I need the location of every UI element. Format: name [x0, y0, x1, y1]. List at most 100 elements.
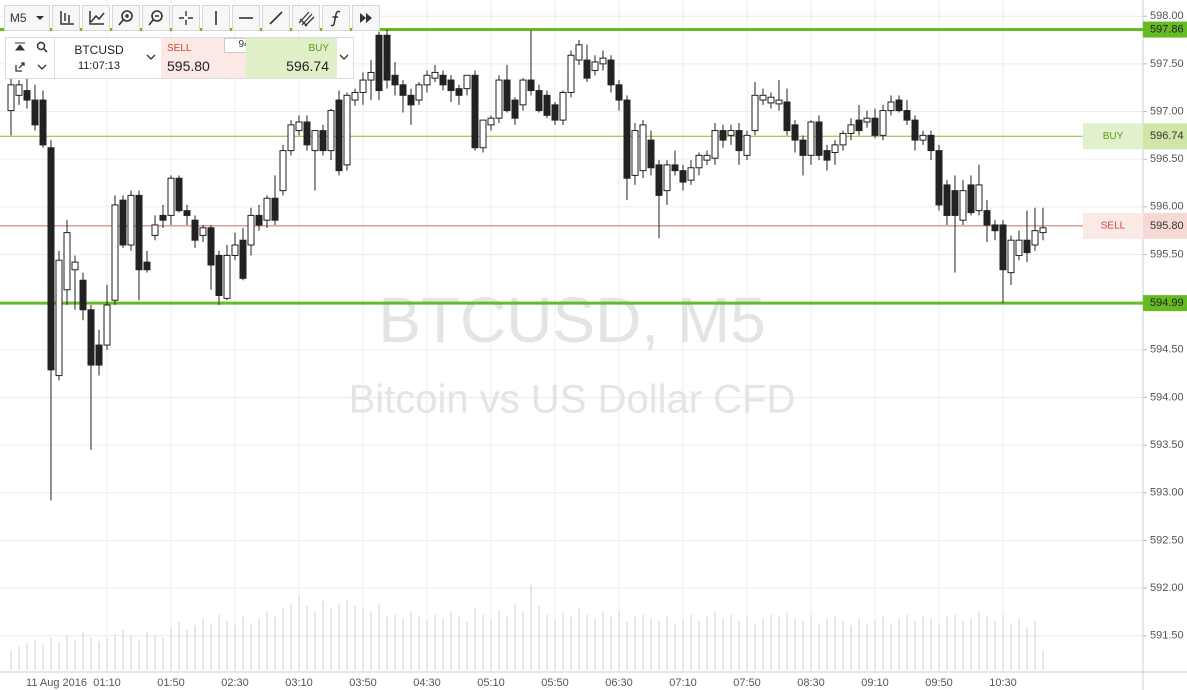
- candle-body: [511, 99, 519, 119]
- icon[interactable]: [14, 42, 26, 52]
- candle-body: [655, 164, 663, 196]
- volume-bar: [10, 650, 12, 670]
- candle-body: [167, 177, 175, 216]
- x-tick-label: 01:50: [157, 677, 185, 689]
- volume-bar: [610, 616, 612, 670]
- level-price-box: [1143, 21, 1187, 38]
- y-tick-label: 591.50: [1150, 630, 1184, 642]
- buy-price: 596.74: [286, 58, 329, 74]
- forward-button[interactable]: [352, 5, 380, 31]
- candle-body: [95, 344, 103, 366]
- volume-bar: [490, 619, 492, 670]
- volume-bar: [930, 619, 932, 670]
- volume-bar: [1010, 623, 1012, 670]
- icon: [148, 10, 163, 26]
- candle-body: [103, 304, 111, 346]
- indicator-button[interactable]: [82, 5, 110, 31]
- candle-body: [951, 190, 959, 216]
- volume-bar: [754, 623, 756, 670]
- volume-bar: [834, 616, 836, 670]
- sell-price-label: 595.80: [1150, 220, 1184, 232]
- candle-body: [191, 219, 199, 241]
- candle-body: [607, 59, 615, 86]
- candle-body: [975, 184, 983, 212]
- candle-body: [479, 119, 487, 149]
- date-label: 11 Aug 2016: [26, 677, 87, 689]
- candle-body: [447, 79, 455, 92]
- volume-bar: [114, 633, 116, 670]
- volume-bar: [250, 623, 252, 670]
- sell-tag: [1083, 212, 1143, 239]
- candle-body: [47, 147, 55, 371]
- trend-line-button[interactable]: [262, 5, 290, 31]
- volume-bar: [698, 621, 700, 670]
- candle-body: [207, 227, 215, 266]
- channel-button[interactable]: [292, 5, 320, 31]
- candle-body: [1007, 239, 1015, 274]
- candle-body: [815, 121, 823, 156]
- icon[interactable]: [36, 41, 48, 53]
- candle-body: [599, 57, 607, 65]
- candle-body: [935, 150, 943, 206]
- y-tick-label: 593.00: [1150, 487, 1184, 499]
- candle-body: [567, 54, 575, 93]
- candle-body: [583, 59, 591, 79]
- volume-bar: [450, 611, 452, 670]
- volume-bar: [162, 638, 164, 670]
- y-tick-label: 596.00: [1150, 201, 1184, 213]
- zoom-out-button[interactable]: [142, 5, 170, 31]
- symbol: BTCUSD: [74, 43, 124, 57]
- candle-body: [487, 117, 495, 126]
- candle-body: [527, 79, 535, 92]
- candle-body: [415, 84, 423, 101]
- volume-bar: [218, 614, 220, 670]
- volume-bar: [410, 611, 412, 670]
- volume-bar: [530, 585, 532, 670]
- sell-label: SELL: [167, 43, 192, 54]
- y-tick-label: 597.50: [1150, 58, 1184, 70]
- clock: 11:07:13: [77, 60, 120, 72]
- volume-bar: [898, 619, 900, 670]
- volume-bar: [810, 614, 812, 670]
- volume-bar: [266, 611, 268, 670]
- timeframe-select[interactable]: M5: [4, 5, 50, 31]
- vertical-line-button[interactable]: [202, 5, 230, 31]
- candle-body: [319, 130, 327, 152]
- candle-body: [871, 117, 879, 136]
- volume-bar: [938, 623, 940, 670]
- candle-body: [959, 190, 967, 221]
- volume-bar: [1034, 621, 1036, 670]
- icon: [269, 11, 283, 25]
- buy-box[interactable]: BUY 596.74: [246, 38, 337, 78]
- zoom-in-button[interactable]: [112, 5, 140, 31]
- level-price-label: 597.86: [1150, 23, 1184, 35]
- level-price-box: [1143, 295, 1187, 312]
- timeframe: M5: [9, 11, 27, 25]
- volume-bar: [674, 623, 676, 670]
- volume-bar: [1042, 650, 1044, 670]
- volume-bar: [378, 604, 380, 670]
- candle-body: [863, 117, 871, 123]
- x-tick-label: 05:10: [477, 677, 505, 689]
- icon[interactable]: [14, 61, 26, 73]
- volume-bar: [226, 621, 228, 670]
- function-button[interactable]: [322, 5, 350, 31]
- watermark-subtitle: Bitcoin vs US Dollar CFD: [349, 378, 796, 422]
- icon[interactable]: [339, 54, 349, 60]
- volume-bar: [874, 621, 876, 670]
- icon[interactable]: [37, 64, 47, 70]
- candle-body: [431, 71, 439, 79]
- candle-body: [231, 244, 239, 256]
- y-tick-label: 595.50: [1150, 248, 1184, 260]
- crosshair-button[interactable]: [172, 5, 200, 31]
- icon[interactable]: [146, 54, 156, 60]
- volume-bar: [618, 610, 620, 670]
- horizontal-line-button[interactable]: [232, 5, 260, 31]
- volume-bar: [642, 614, 644, 670]
- candle-body: [439, 74, 447, 86]
- chart-type-button[interactable]: [52, 5, 80, 31]
- volume-bar: [442, 619, 444, 670]
- x-tick-label: 07:50: [733, 677, 761, 689]
- volume-bar: [514, 604, 516, 670]
